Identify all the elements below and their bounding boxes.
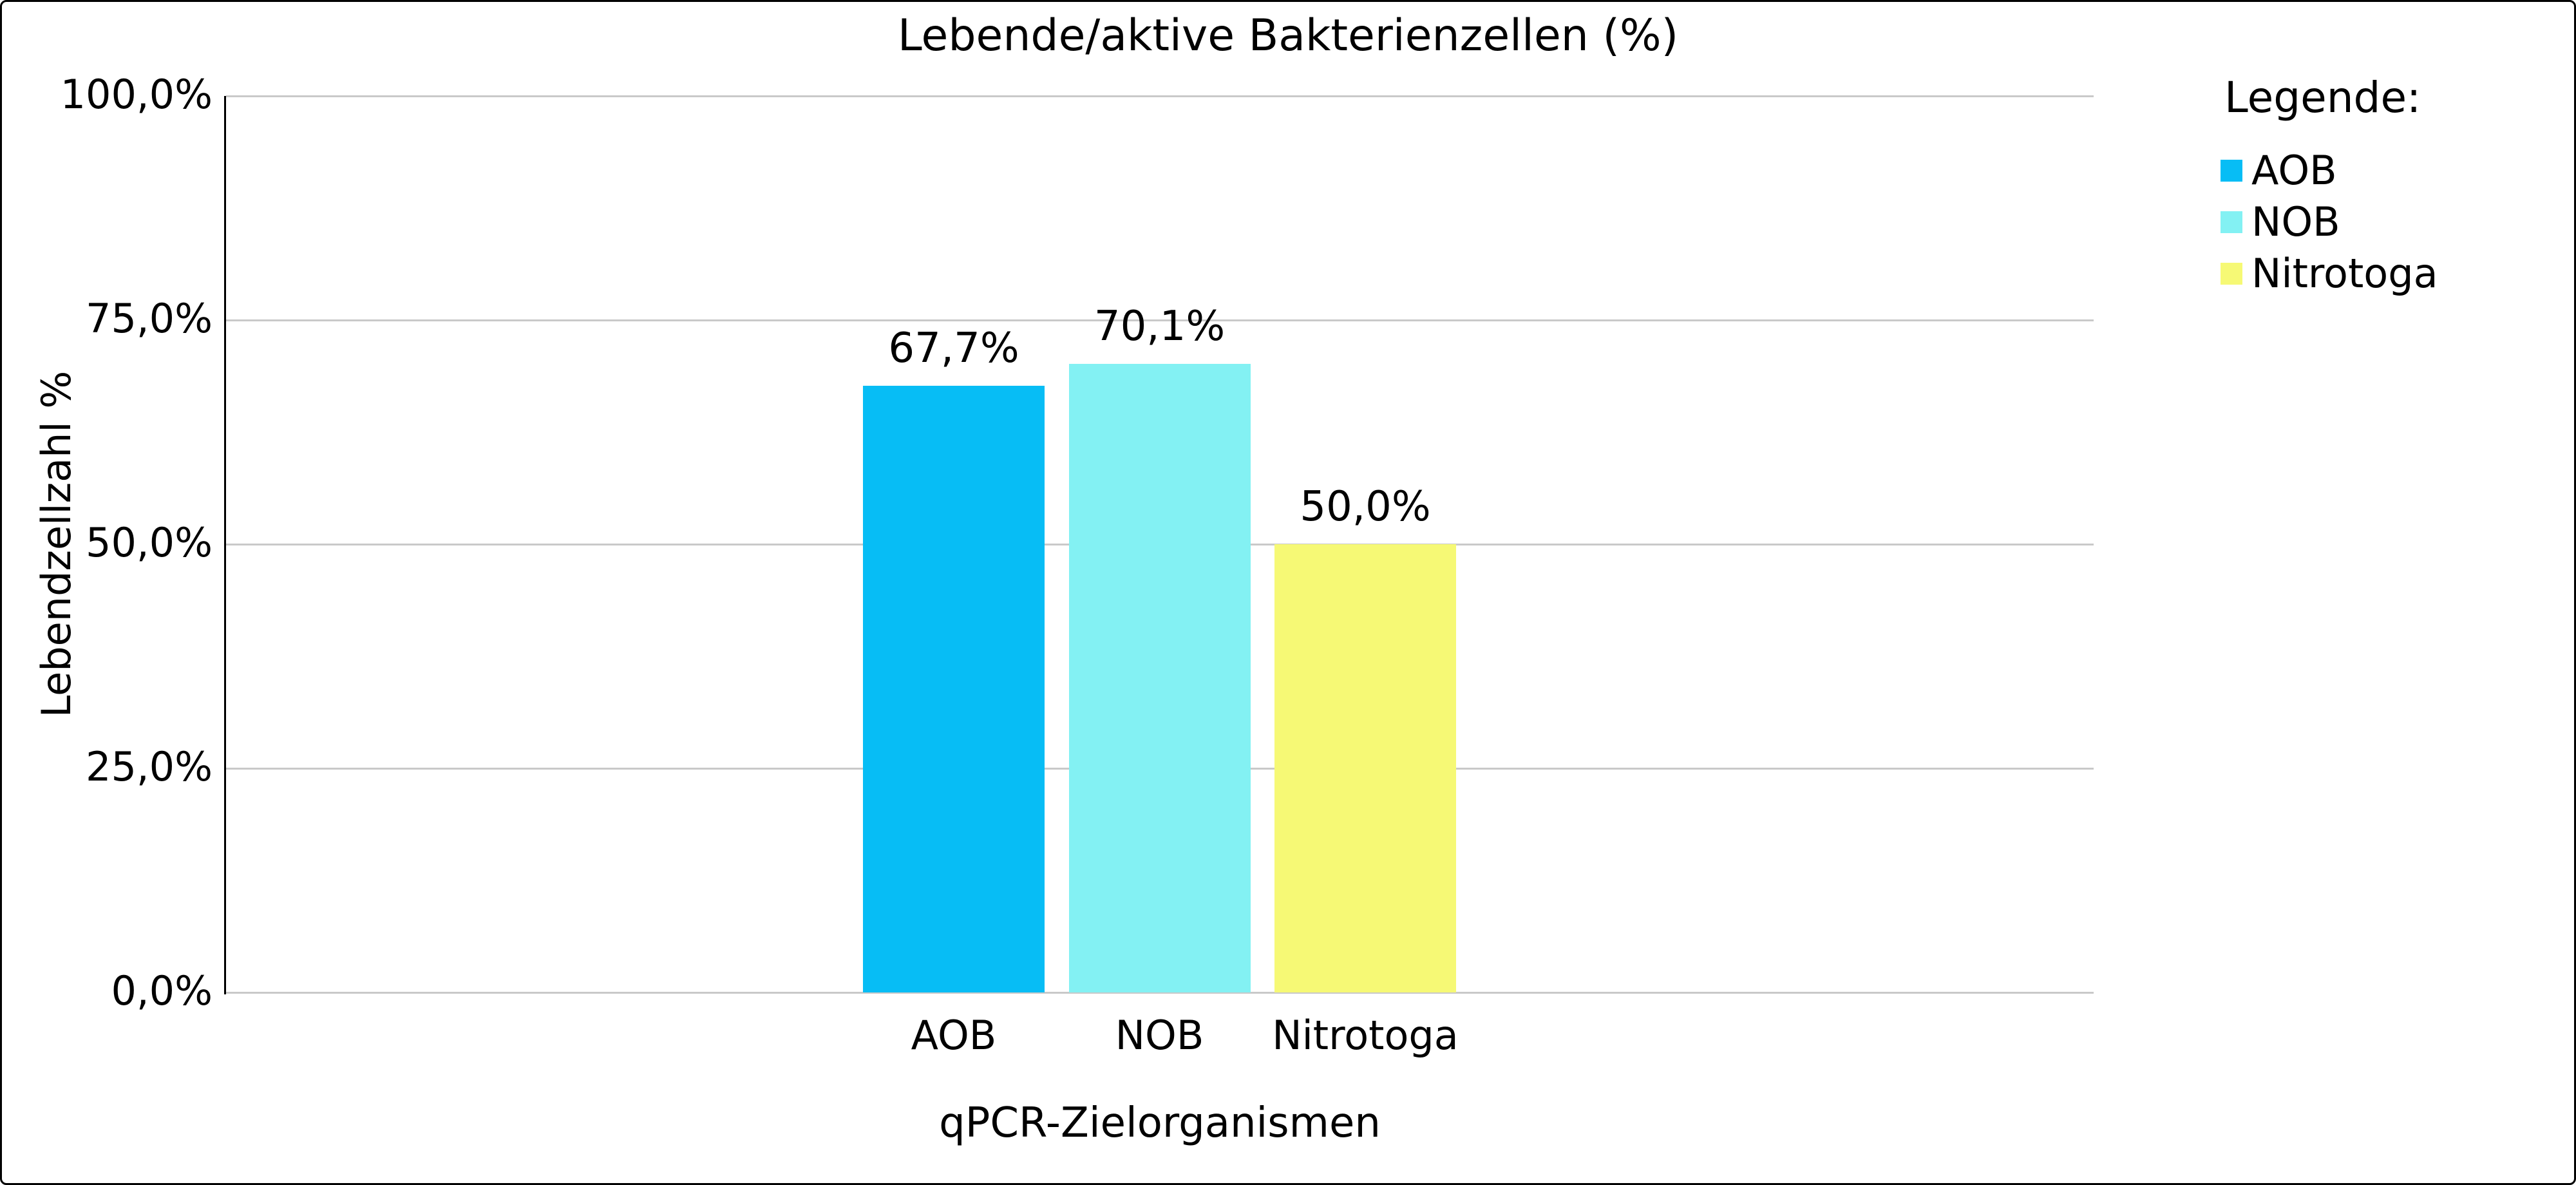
x-axis-title: qPCR-Zielorganismen: [939, 1099, 1381, 1147]
plot-area: 67,7% 70,1% 50,0%: [224, 95, 2094, 994]
x-category-label-aob: AOB: [911, 1012, 997, 1059]
legend-swatch-nob: [2221, 211, 2242, 233]
legend-item-nitrotoga: Nitrotoga: [2221, 248, 2438, 299]
legend-item-aob: AOB: [2221, 145, 2337, 196]
bar-nitrotoga: [1274, 544, 1456, 992]
bar-nob: [1068, 364, 1251, 992]
legend-swatch-nitrotoga: [2221, 263, 2242, 285]
x-category-label-nitrotoga: Nitrotoga: [1272, 1012, 1459, 1059]
y-tick-label-75: 75,0%: [86, 295, 213, 342]
value-label-nob: 70,1%: [1094, 303, 1226, 351]
bar-aob: [863, 385, 1045, 992]
legend-swatch-aob: [2221, 160, 2242, 182]
legend-label-nob: NOB: [2251, 198, 2340, 245]
gridline-75: [226, 319, 2094, 321]
y-tick-label-50: 50,0%: [86, 519, 213, 566]
gridline-100: [226, 95, 2094, 97]
x-category-label-nob: NOB: [1115, 1012, 1204, 1059]
legend-label-nitrotoga: Nitrotoga: [2251, 250, 2438, 297]
legend-title: Legende:: [2224, 73, 2421, 122]
value-label-nitrotoga: 50,0%: [1300, 483, 1431, 531]
value-label-aob: 67,7%: [888, 324, 1019, 372]
legend-item-nob: NOB: [2221, 196, 2340, 248]
y-axis-line: [224, 96, 226, 994]
chart-title: Lebende/aktive Bakterienzellen (%): [897, 10, 1679, 61]
y-tick-label-0: 0,0%: [111, 967, 213, 1014]
legend-label-aob: AOB: [2251, 147, 2337, 194]
y-tick-label-100: 100,0%: [60, 71, 213, 118]
y-tick-label-25: 25,0%: [86, 743, 213, 790]
gridline-0: [226, 992, 2094, 994]
